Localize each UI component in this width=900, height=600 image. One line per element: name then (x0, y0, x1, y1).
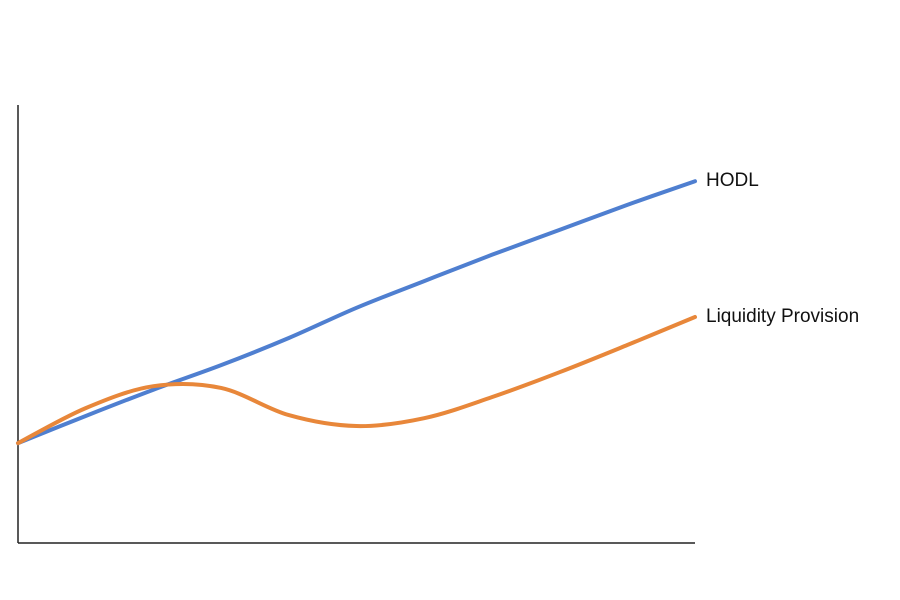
line (16, 314, 697, 446)
series-label: Liquidity Provision (706, 306, 859, 327)
series-label: HODL (706, 170, 759, 191)
line (16, 179, 697, 446)
